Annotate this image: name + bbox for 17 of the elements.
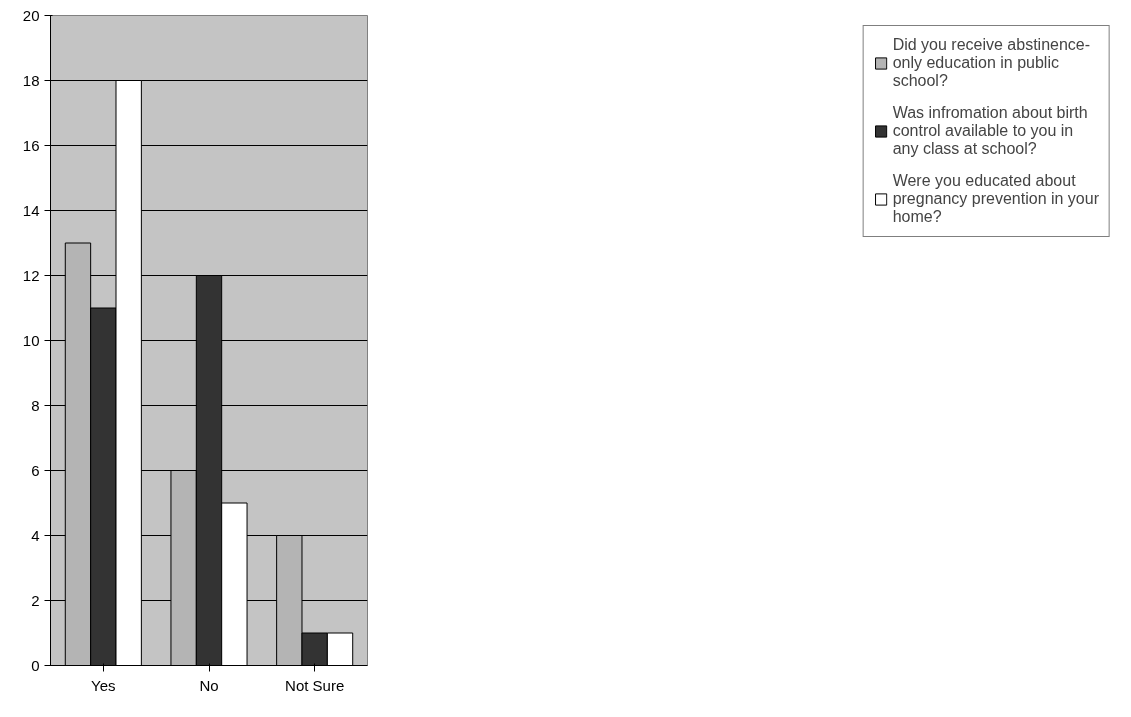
x-tick-label: Not Sure [285,676,345,694]
y-tick-label: 4 [31,526,40,544]
y-tick-label: 10 [22,331,40,349]
legend-label: Did you receive abstinence-only education in public school? [892,36,1091,90]
y-tick-label: 14 [22,201,40,219]
y-tick-label: 8 [31,396,40,414]
y-tick-label: 18 [22,71,40,89]
legend-label: Were you educated about pregnancy prevention in your home? [892,172,1099,226]
x-tick-label: Yes [91,676,116,694]
y-tick-label: 0 [31,656,40,674]
y-tick-label: 12 [22,266,40,284]
x-tick-label: No [199,676,219,694]
y-tick-label: 6 [31,461,40,479]
legend-label: Was infromation about birth control available to you in any class at school? [892,104,1088,158]
y-tick-label: 20 [22,6,40,24]
y-tick-label: 2 [31,591,40,609]
y-tick-label: 16 [22,136,40,154]
